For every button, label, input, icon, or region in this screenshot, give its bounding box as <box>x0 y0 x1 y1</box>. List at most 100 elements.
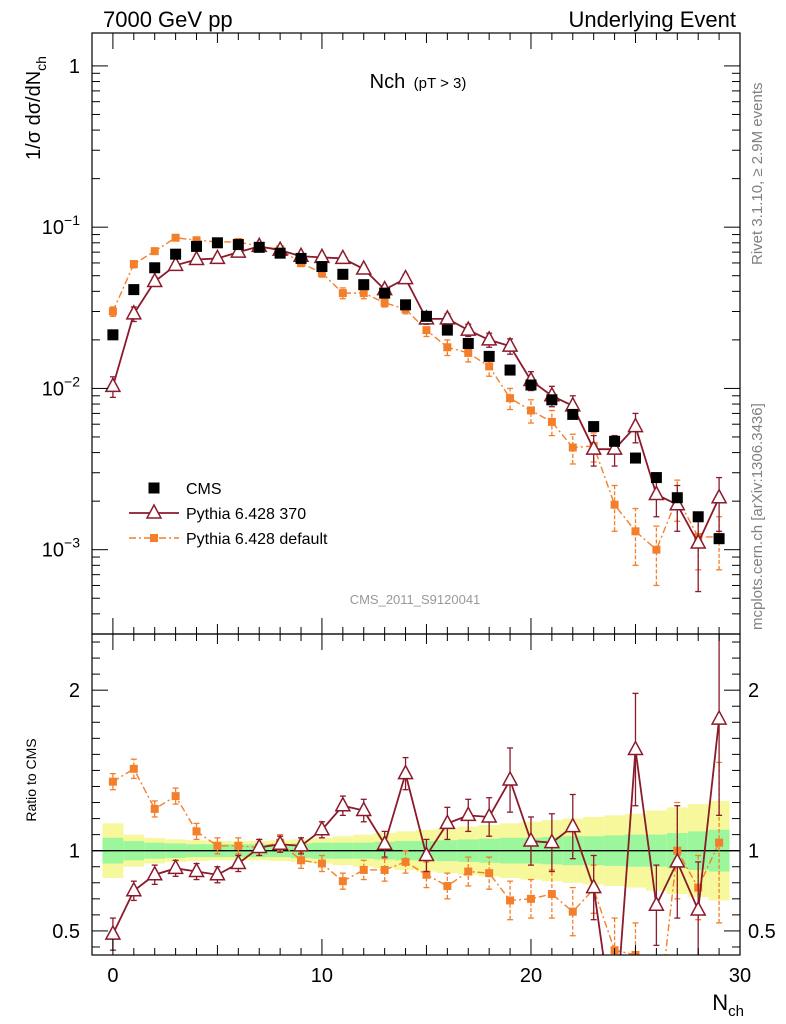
ratio-pythia-370-point <box>334 796 352 812</box>
y-tick-label: 10−3 <box>42 535 80 562</box>
legend-label: CMS <box>186 481 222 498</box>
cms-point <box>274 247 286 259</box>
cms-point <box>692 511 704 523</box>
ratio-pythia-default-point <box>715 838 724 847</box>
pythia-370-point <box>648 484 665 501</box>
pythia-370-point <box>125 304 143 320</box>
ratio-y-tick-label-right: 0.5 <box>748 921 776 943</box>
ratio-pythia-370-point <box>522 831 540 847</box>
cms-point <box>295 252 307 264</box>
ratio-series-pythia-370 <box>104 634 728 955</box>
cms-point <box>358 279 370 291</box>
ratio-pythia-370-point <box>250 837 268 854</box>
pythia-default-point <box>380 298 389 307</box>
cms-point <box>400 299 412 311</box>
pythia-default-point <box>464 348 473 357</box>
ratio-pythia-370-point <box>585 878 602 894</box>
ratio-pythia-370-point <box>209 865 226 881</box>
x-tick-label: 10 <box>311 965 333 987</box>
y-axis-label-ratio: Ratio to CMS <box>23 738 39 821</box>
pythia-370-point <box>209 248 226 265</box>
ratio-pythia-370-point <box>564 817 582 833</box>
pythia-default-point <box>129 260 138 269</box>
ratio-pythia-default-point <box>380 865 389 874</box>
y-tick-mantissa: 1 <box>69 56 80 78</box>
pythia-default-point <box>506 394 515 403</box>
pythia-370-point <box>188 249 205 266</box>
ratio-pythia-default-point <box>108 777 117 786</box>
series-cms <box>107 237 725 545</box>
ratio-pythia-370-point <box>355 800 372 817</box>
ratio-y-tick-label: 1 <box>69 841 80 863</box>
pythia-default-point <box>631 527 640 536</box>
ratio-pythia-370-point <box>543 833 561 849</box>
ratio-pythia-default-point <box>506 896 515 905</box>
y-axis-label-main: 1/σ dσ/dNch <box>23 56 49 160</box>
y-tick-exponent: −3 <box>64 535 80 551</box>
ratio-pythia-default-point <box>213 841 222 850</box>
ratio-pythia-370-point <box>376 834 393 851</box>
ratio-pythia-370-point <box>104 924 122 940</box>
y-axis-label-main-sub: ch <box>33 56 49 71</box>
legend: CMS Pythia 6.428 370 Pythia 6.428 default <box>129 481 328 548</box>
pythia-370-point <box>585 439 602 455</box>
ratio-pythia-370-point <box>188 861 205 878</box>
pythia-370-point <box>313 247 331 264</box>
ratio-pythia-default-point <box>401 857 410 866</box>
legend-label: Pythia 6.428 370 <box>186 506 306 523</box>
plot-title-main: Nch <box>370 71 406 93</box>
ratio-pythia-default-point <box>317 859 326 868</box>
ratio-series-pythia-default <box>108 758 724 955</box>
legend-label: Pythia 6.428 default <box>186 531 328 548</box>
ratio-pythia-370-point <box>292 836 310 852</box>
ratio-pythia-370-point <box>313 820 331 836</box>
mcplots-label: mcplots.cern.ch [arXiv:1306.3436] <box>749 403 766 630</box>
ratio-pythia-370-point <box>627 739 644 756</box>
ratio-pythia-370-point <box>439 813 456 830</box>
ratio-frame <box>91 633 741 956</box>
y-tick-label: 1 <box>69 56 80 78</box>
ratio-pythia-370-point <box>271 834 289 851</box>
rivet-label: Rivet 3.1.10, ≥ 2.9M events <box>749 83 766 266</box>
cms-point <box>379 287 391 299</box>
svg-text:Nch: Nch <box>712 990 744 1020</box>
svg-text:1/σ dσ/dNch: 1/σ dσ/dNch <box>23 56 49 160</box>
ratio-pythia-370-point <box>167 858 184 875</box>
ratio-y-tick-label-right: 2 <box>748 680 759 702</box>
cms-point <box>232 239 244 251</box>
pythia-default-line <box>112 237 720 551</box>
pythia-370-line <box>112 245 720 546</box>
x-axis-label-sub: ch <box>728 1003 744 1020</box>
pythia-370-point <box>689 533 707 549</box>
pythia-default-point <box>443 343 452 352</box>
y-tick-label: 10−2 <box>42 373 80 400</box>
ratio-pythia-default-point <box>338 877 347 886</box>
cms-point <box>483 350 495 362</box>
pythia-default-point <box>547 417 556 426</box>
x-tick-label: 0 <box>107 965 118 987</box>
ratio-y-tick-label: 2 <box>69 680 80 702</box>
y-tick-exponent: −1 <box>64 212 80 228</box>
cms-point <box>525 379 537 391</box>
legend-marker-cms <box>148 482 160 494</box>
cms-point <box>713 533 725 545</box>
pythia-default-point <box>150 247 159 256</box>
plot-title: Nch (pT > 3) <box>370 71 467 93</box>
pythia-370-point <box>146 271 163 288</box>
ratio-pythia-default-point <box>297 856 306 865</box>
header-right: Underlying Event <box>568 7 736 32</box>
cms-point <box>504 364 516 376</box>
ratio-pythia-default-point <box>485 869 494 878</box>
ratio-pythia-default-point <box>171 792 180 801</box>
cms-point <box>567 408 579 420</box>
ratio-pythia-default-point <box>526 894 535 903</box>
pythia-370-point <box>167 255 184 272</box>
svg-text:Nch (pT > 3): Nch (pT > 3) <box>370 71 467 93</box>
ratio-pythia-370-point <box>460 805 477 822</box>
ratio-pythia-default-point <box>234 841 243 850</box>
ratio-pythia-370-point <box>648 895 665 911</box>
ratio-pythia-370-point <box>397 764 414 780</box>
cms-point <box>337 268 349 280</box>
ratio-data <box>104 634 728 955</box>
pythia-default-point <box>108 307 117 316</box>
